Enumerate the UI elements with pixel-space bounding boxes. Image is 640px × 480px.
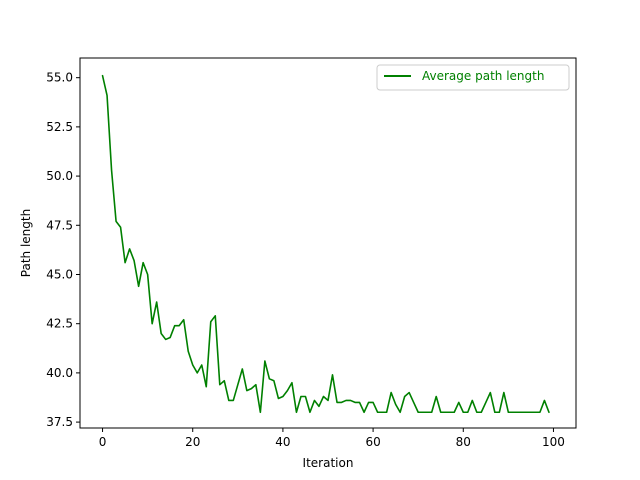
plot-area xyxy=(101,74,550,414)
y-axis-label: Path length xyxy=(19,209,33,277)
y-tick-label: 42.5 xyxy=(46,317,73,331)
x-tick-label: 0 xyxy=(99,435,107,449)
y-tick-label: 40.0 xyxy=(46,366,73,380)
x-tick-label: 40 xyxy=(275,435,290,449)
y-tick-label: 47.5 xyxy=(46,218,73,232)
series-line-0 xyxy=(101,74,550,414)
legend-box xyxy=(376,64,570,91)
y-tick-label: 45.0 xyxy=(46,267,73,281)
y-tick-label: 52.5 xyxy=(46,120,73,134)
x-tick-label: 20 xyxy=(185,435,200,449)
x-tick-label: 100 xyxy=(542,435,565,449)
y-axis: 37.5 40.0 42.5 45.0 47.5 50.0 52.5 55.0 xyxy=(46,71,80,429)
axes-frame xyxy=(79,57,577,429)
x-axis: 0 20 40 60 80 100 xyxy=(99,428,565,449)
x-tick-label: 60 xyxy=(365,435,380,449)
x-axis-label: Iteration xyxy=(303,456,354,470)
y-tick-label: 50.0 xyxy=(46,169,73,183)
x-tick-label: 80 xyxy=(456,435,471,449)
y-tick-label: 37.5 xyxy=(46,415,73,429)
y-tick-label: 55.0 xyxy=(46,71,73,85)
legend: Average path length xyxy=(376,64,570,91)
legend-label: Average path length xyxy=(422,69,544,83)
